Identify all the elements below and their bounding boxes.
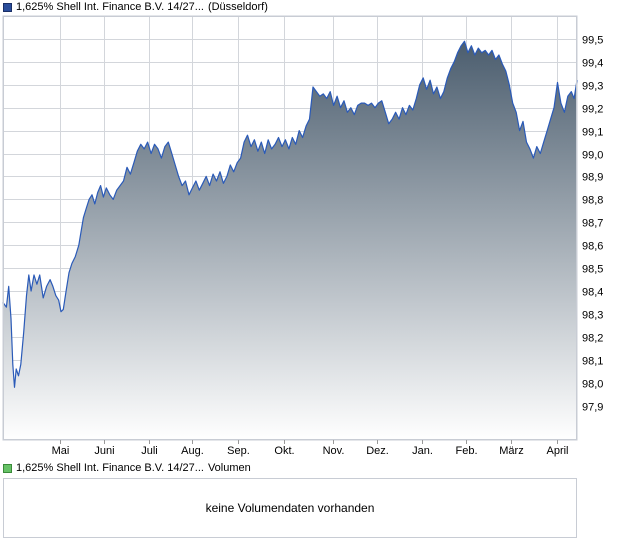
y-tick-label: 98,9 [582,172,603,184]
price-exchange-label: (Düsseldorf) [207,1,268,13]
volume-series-swatch-icon [3,463,12,473]
y-tick-label: 99,2 [582,104,603,116]
x-tick-label: März [499,445,523,457]
y-tick-label: 99,1 [582,127,603,139]
y-tick-label: 98,3 [582,310,603,322]
y-tick-label: 98,5 [582,264,603,276]
x-tick-label: Juli [141,445,158,457]
x-tick-label: Dez. [366,445,389,457]
y-tick-label: 99,4 [582,58,603,70]
x-tick-label: Sep. [227,445,250,457]
price-chart: 97,9 98,0 98,1 98,2 98,3 98,4 98,5 98,6 98,7 98,8… [2,15,603,457]
price-series-name: 1,625% Shell Int. Finance B.V. 14/27... [16,1,204,13]
y-tick-label: 98,2 [582,333,603,345]
y-tick-label: 99,0 [582,150,603,162]
price-legend: 1,625% Shell Int. Finance B.V. 14/27... … [3,0,268,14]
x-tick-label: Aug. [181,445,204,457]
y-tick-label: 98,1 [582,356,603,368]
x-tick-label: Nov. [323,445,345,457]
x-tick-label: Okt. [274,445,294,457]
y-tick-label: 98,8 [582,195,603,207]
x-tick-label: April [546,445,568,457]
plot-border [3,16,577,440]
y-tick-label: 98,0 [582,379,603,391]
x-tick-label: Jan. [412,445,433,457]
price-series-swatch-icon [3,2,12,12]
x-tick-label: Juni [94,445,114,457]
y-tick-label: 98,6 [582,241,603,253]
volume-panel: keine Volumendaten vorhanden [3,478,577,538]
x-tick-label: Mai [52,445,70,457]
y-tick-label: 99,3 [582,81,603,93]
y-tick-label: 97,9 [582,402,603,414]
no-volume-message: keine Volumendaten vorhanden [205,501,375,515]
x-tick-label: Feb. [455,445,477,457]
y-tick-label: 99,5 [582,35,603,47]
volume-legend: 1,625% Shell Int. Finance B.V. 14/27... … [3,461,251,475]
volume-series-name: 1,625% Shell Int. Finance B.V. 14/27... [16,462,204,474]
y-tick-label: 98,7 [582,218,603,230]
volume-suffix-label: Volumen [207,462,251,474]
y-tick-label: 98,4 [582,287,603,299]
price-area [3,41,577,440]
price-line [2,40,578,388]
